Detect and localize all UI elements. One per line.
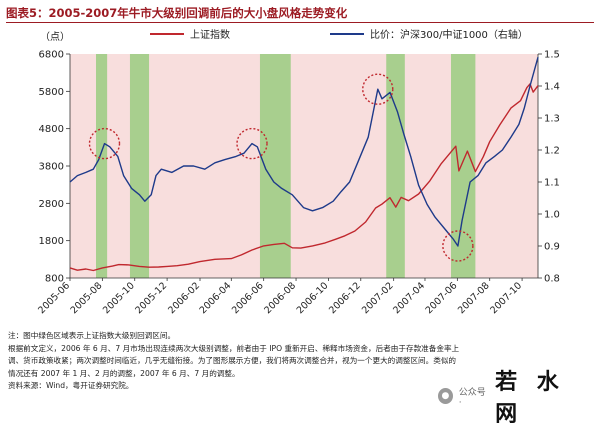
x-tick-label: 2006-02: [166, 280, 202, 316]
x-tick-label: 2006-12: [327, 280, 363, 316]
y-left-tick-label: 1800: [39, 236, 64, 247]
highlight-circle: [88, 127, 121, 160]
note-line: 调、货币政策收紧；两次调整时间临近，几乎无缝衔接。为了图形展示方便，我们将两次调…: [8, 356, 457, 365]
correction-band: [129, 54, 150, 278]
y-left-tick-label: 4800: [39, 124, 64, 135]
x-tick-label: 2006-10: [295, 280, 331, 316]
x-tick-label: 2007-02: [360, 280, 396, 316]
correction-band: [386, 54, 405, 278]
y-right-tick-label: 1.1: [544, 178, 560, 189]
y-left-tick-label: 6800: [39, 50, 64, 61]
highlight-circle: [236, 127, 268, 160]
note-line: 注：图中绿色区域表示上证指数大级别回调区间。: [8, 331, 176, 340]
note-line: 根据前文定义，2006 年 6 月、7 月市场出现连续两次大级别调整，前者由于 …: [8, 343, 460, 353]
y-left-unit-label: （点）: [40, 31, 70, 43]
y-right-tick-label: 0.9: [544, 242, 560, 253]
y-left-tick-label: 2800: [39, 199, 64, 210]
correction-band: [96, 54, 108, 278]
x-tick-label: 2005-10: [101, 280, 137, 316]
y-right-tick-label: 1.2: [544, 146, 560, 157]
series-line-shanghai: [69, 83, 539, 272]
y-right-tick-label: 1.5: [544, 50, 560, 61]
y-left-tick-label: 5800: [39, 87, 64, 98]
y-right-tick-label: 0.8: [544, 274, 560, 285]
x-tick-label: 2005-12: [133, 280, 169, 316]
x-tick-label: 2007-04: [391, 280, 427, 316]
x-tick-label: 2005-08: [69, 280, 105, 316]
legend-label-ratio: 比价：沪深300/中证1000（右轴）: [370, 28, 528, 41]
wechat-icon: ●: [438, 388, 453, 404]
watermark-text: 公众号 ·: [458, 387, 486, 408]
figure-title: 图表5：2005-2007年牛市大级别回调前后的大小盘风格走势变化: [6, 4, 594, 23]
y-left-tick-label: 800: [45, 274, 64, 285]
x-tick-label: 2006-06: [230, 280, 266, 316]
source-line: 资料来源：Wind，粤开证券研究院。: [8, 381, 134, 390]
chart: 800 1800 2800 3800 4800 5800 6800 0.8 0.9 1.0 1.1 1…: [36, 28, 560, 316]
y-right-tick-label: 1.0: [544, 210, 560, 221]
highlight-circle: [362, 73, 394, 105]
note-line: 情况还有 2007 年 1 月、2 月的调整，2007 年 6 月、7 月的调整…: [8, 368, 240, 378]
footnotes: 注：图中绿色区域表示上证指数大级别回调区间。 根据前文定义，2006 年 6 月…: [8, 330, 594, 393]
watermark-brand: 若 水 网: [495, 370, 565, 427]
y-left-tick-label: 3800: [39, 162, 64, 173]
y-right-tick-label: 1.3: [544, 114, 560, 125]
x-tick-label: 2007-08: [456, 280, 492, 316]
correction-band: [450, 54, 476, 278]
legend-label-shanghai: 上证指数: [190, 28, 230, 41]
x-tick-label: 2007-06: [424, 280, 460, 316]
series-line-ratio: [69, 57, 539, 247]
watermark: ● 公众号 · 若 水 网: [438, 370, 598, 427]
x-tick-label: 2007-10: [488, 280, 524, 316]
x-tick-label: 2006-08: [262, 280, 298, 316]
highlight-circle: [442, 230, 474, 262]
x-tick-label: 2005-06: [36, 280, 72, 316]
y-right-tick-label: 1.4: [544, 82, 560, 93]
x-tick-label: 2006-04: [198, 280, 234, 316]
